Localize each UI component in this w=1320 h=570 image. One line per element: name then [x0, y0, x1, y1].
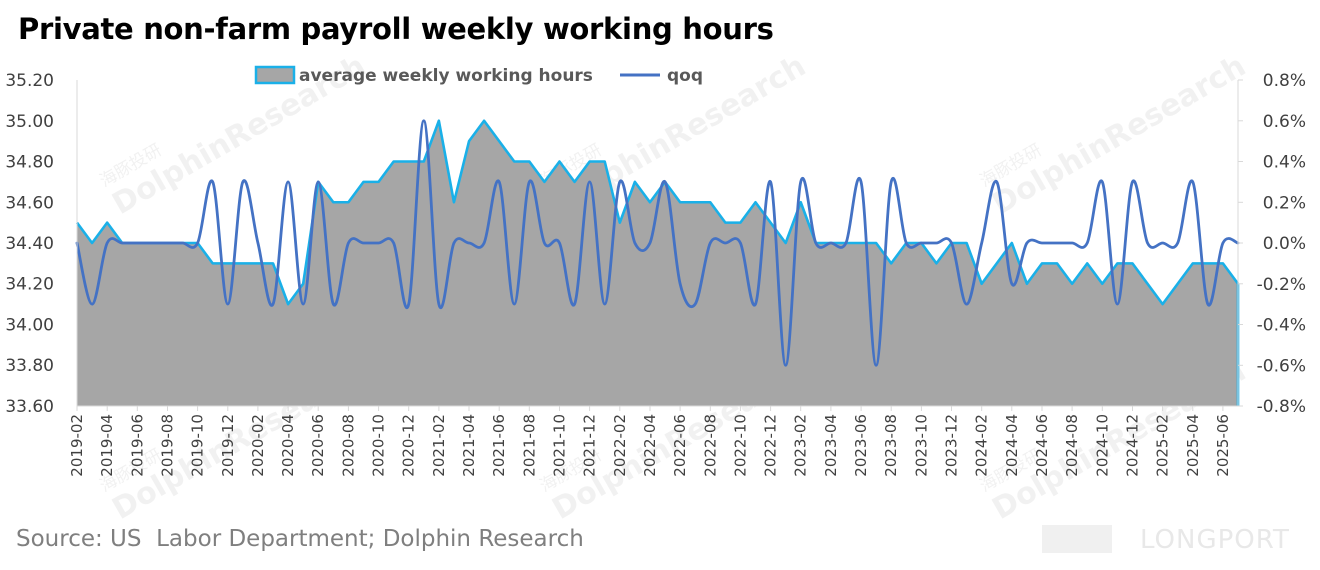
x-tick-label: 2020-06 — [309, 414, 327, 477]
x-tick-label: 2022-04 — [641, 414, 659, 477]
y-left-tick-label: 34.00 — [5, 316, 54, 336]
axes: 33.60 33.80 34.00 34.20 34.40 34.60 34.80 35.00… — [5, 71, 1306, 477]
x-tick-label: 2020-02 — [249, 414, 267, 477]
x-tick-label: 2019-10 — [189, 414, 207, 477]
y-left-tick-label: 34.60 — [5, 193, 54, 213]
x-tick-label: 2020-12 — [400, 414, 418, 477]
x-tick-label: 2023-12 — [943, 414, 961, 477]
x-tick-label: 2019-12 — [219, 414, 237, 477]
x-tick-label: 2024-06 — [1033, 414, 1051, 477]
y-left-tick-label: 35.20 — [5, 71, 54, 91]
x-tick-label: 2025-02 — [1154, 414, 1172, 477]
x-tick-label: 2019-04 — [98, 414, 116, 477]
qoq-line — [75, 119, 1240, 367]
x-tick-label: 2022-02 — [611, 414, 629, 477]
legend: average weekly working hours qoq — [254, 65, 703, 86]
x-tick-label: 2020-10 — [370, 414, 388, 477]
x-tick-label: 2025-04 — [1184, 414, 1202, 477]
x-tick-label: 2021-06 — [490, 414, 508, 477]
y-left-tick-label: 35.00 — [5, 112, 54, 132]
y-left-tick-label: 34.80 — [5, 153, 54, 173]
x-tick-label: 2021-12 — [581, 414, 599, 477]
legend-swatch-area — [254, 65, 296, 85]
x-tick-label: 2020-04 — [279, 414, 297, 477]
x-tick-label: 2021-08 — [520, 414, 538, 477]
x-tick-label: 2023-10 — [912, 414, 930, 477]
legend-label-area: average weekly working hours — [299, 66, 593, 86]
x-tick-label: 2022-06 — [671, 414, 689, 477]
y-right-tick-label: 0.6% — [1263, 112, 1306, 132]
longport-logo-mark — [1042, 525, 1112, 553]
y-right-tick-label: -0.6% — [1257, 356, 1306, 376]
area-fill — [77, 120, 1238, 406]
plot-area — [75, 119, 1240, 406]
x-tick-label: 2019-06 — [128, 414, 146, 477]
x-tick-label: 2019-08 — [159, 414, 177, 477]
x-tick-label: 2022-12 — [762, 414, 780, 477]
legend-label-qoq: qoq — [667, 66, 703, 86]
x-tick-label: 2023-06 — [852, 414, 870, 477]
y-right-tick-label: -0.8% — [1257, 397, 1306, 417]
x-tick-label: 2024-04 — [1003, 414, 1021, 477]
x-tick-label: 2019-02 — [68, 414, 86, 477]
y-left-tick-label: 33.80 — [5, 356, 54, 376]
x-tick-label: 2021-10 — [551, 414, 569, 477]
source-note: Source: US Labor Department; Dolphin Res… — [16, 526, 584, 552]
y-left-tick-label: 34.20 — [5, 275, 54, 295]
x-tick-label: 2020-08 — [339, 414, 357, 477]
watermark-text: DolphinResearch — [987, 49, 1252, 222]
x-tick-label: 2024-12 — [1124, 414, 1142, 477]
x-tick-label: 2023-04 — [822, 414, 840, 477]
x-tick-label: 2024-02 — [973, 414, 991, 477]
x-tick-label: 2021-04 — [460, 414, 478, 477]
x-tick-label: 2023-02 — [792, 414, 810, 477]
x-tick-label: 2025-06 — [1214, 414, 1232, 477]
chart-title: Private non-farm payroll weekly working … — [18, 12, 774, 46]
y-right-tick-label: 0.8% — [1263, 71, 1306, 91]
x-tick-label: 2023-08 — [882, 414, 900, 477]
x-tick-label: 2021-02 — [430, 414, 448, 477]
y-right-tick-label: -0.4% — [1257, 316, 1306, 336]
x-tick-label: 2024-10 — [1093, 414, 1111, 477]
x-tick-label: 2024-08 — [1063, 414, 1081, 477]
y-right-tick-label: 0.4% — [1263, 153, 1306, 173]
y-left-tick-label: 34.40 — [5, 234, 54, 254]
y-right-tick-label: 0.2% — [1263, 193, 1306, 213]
y-right-tick-label: 0.0% — [1263, 234, 1306, 254]
longport-logo-text: LONGPORT — [1140, 525, 1290, 555]
x-tick-label: 2022-08 — [701, 414, 719, 477]
y-left-tick-label: 33.60 — [5, 397, 54, 417]
x-tick-label: 2022-10 — [731, 414, 749, 477]
y-right-tick-label: -0.2% — [1257, 275, 1306, 295]
